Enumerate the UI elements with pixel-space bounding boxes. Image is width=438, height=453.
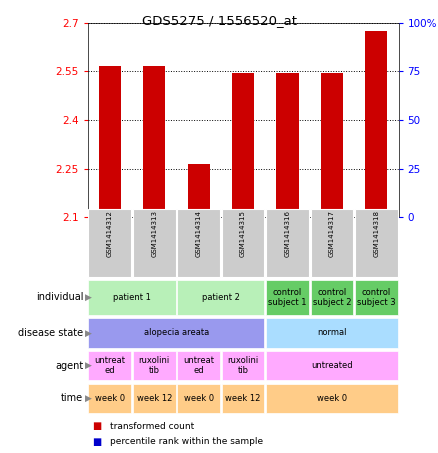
Bar (222, 384, 265, 413)
Bar (194, 213, 204, 217)
Bar (105, 213, 115, 217)
Bar (149, 213, 159, 217)
Bar (88, 280, 176, 315)
Bar (133, 384, 176, 413)
Bar (283, 213, 293, 217)
Bar (371, 210, 381, 217)
Text: GSM1414315: GSM1414315 (240, 210, 246, 257)
Text: ▶: ▶ (85, 361, 92, 370)
Text: ▶: ▶ (85, 293, 92, 302)
Text: week 0: week 0 (95, 394, 125, 403)
Bar (321, 73, 343, 217)
Text: GSM1414314: GSM1414314 (196, 210, 201, 257)
Text: patient 2: patient 2 (202, 293, 240, 302)
Bar (88, 209, 131, 277)
Bar (266, 209, 309, 277)
Text: GSM1414316: GSM1414316 (285, 210, 290, 257)
Text: week 0: week 0 (184, 394, 214, 403)
Bar (143, 67, 166, 217)
Text: GSM1414312: GSM1414312 (107, 210, 113, 257)
Text: ■: ■ (92, 437, 101, 447)
Text: ruxolini
tib: ruxolini tib (227, 356, 259, 375)
Bar (187, 164, 210, 217)
Text: patient 1: patient 1 (113, 293, 151, 302)
Bar (355, 280, 398, 315)
Text: ▶: ▶ (85, 328, 92, 337)
Bar (177, 384, 220, 413)
Bar (365, 31, 388, 217)
Bar (88, 384, 131, 413)
Bar (238, 213, 248, 217)
Bar (311, 209, 353, 277)
Text: ruxolini
tib: ruxolini tib (138, 356, 170, 375)
Bar (177, 280, 265, 315)
Text: transformed count: transformed count (110, 422, 194, 431)
Text: ▶: ▶ (85, 394, 92, 403)
Text: control
subject 2: control subject 2 (313, 288, 351, 307)
Bar (355, 209, 398, 277)
Bar (99, 67, 121, 217)
Text: disease state: disease state (18, 328, 83, 338)
Bar (222, 351, 265, 380)
Bar (266, 351, 398, 380)
Text: control
subject 3: control subject 3 (357, 288, 396, 307)
Bar (266, 384, 398, 413)
Bar (276, 73, 299, 217)
Text: week 12: week 12 (226, 394, 261, 403)
Bar (222, 209, 265, 277)
Text: alopecia areata: alopecia areata (144, 328, 209, 337)
Text: untreat
ed: untreat ed (183, 356, 214, 375)
Bar (327, 213, 337, 217)
Text: GSM1414317: GSM1414317 (329, 210, 335, 257)
Text: control
subject 1: control subject 1 (268, 288, 307, 307)
Bar (133, 209, 176, 277)
Text: GSM1414313: GSM1414313 (151, 210, 157, 257)
Bar (88, 351, 131, 380)
Bar (177, 351, 220, 380)
Text: GDS5275 / 1556520_at: GDS5275 / 1556520_at (141, 14, 297, 27)
Text: week 12: week 12 (137, 394, 172, 403)
Text: week 0: week 0 (317, 394, 347, 403)
Text: GSM1414318: GSM1414318 (373, 210, 379, 257)
Text: untreat
ed: untreat ed (94, 356, 125, 375)
Text: agent: agent (55, 361, 83, 371)
Bar (88, 318, 265, 347)
Bar (232, 73, 254, 217)
Bar (311, 280, 353, 315)
Bar (266, 318, 398, 347)
Text: percentile rank within the sample: percentile rank within the sample (110, 437, 263, 446)
Text: untreated: untreated (311, 361, 353, 370)
Text: individual: individual (36, 292, 83, 303)
Bar (266, 280, 309, 315)
Bar (177, 209, 220, 277)
Bar (133, 351, 176, 380)
Text: time: time (61, 393, 83, 403)
Text: normal: normal (317, 328, 347, 337)
Text: ■: ■ (92, 421, 101, 431)
